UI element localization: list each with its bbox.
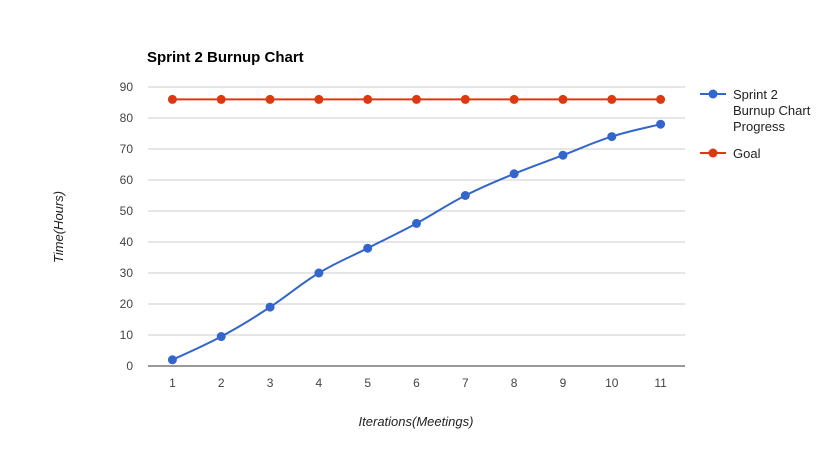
y-tick-label: 90 [120, 80, 134, 94]
series-progress [167, 119, 666, 365]
data-point [656, 119, 666, 129]
data-point [509, 94, 519, 104]
legend-item: Sprint 2 Burnup Chart Progress [700, 87, 811, 134]
legend-label-line: Burnup Chart [733, 103, 811, 118]
legend-item: Goal [700, 146, 761, 161]
data-point [314, 94, 324, 104]
data-point [607, 94, 617, 104]
data-point [363, 94, 373, 104]
x-tick-label: 4 [316, 376, 323, 390]
legend-label-line: Sprint 2 [733, 87, 778, 102]
x-tick-label: 7 [462, 376, 469, 390]
y-tick-label: 60 [120, 173, 134, 187]
y-tick-label: 20 [120, 297, 134, 311]
y-axis-ticks: 0 10 20 30 40 50 60 70 80 90 [120, 80, 134, 373]
legend-swatch-dot [708, 89, 718, 99]
series-goal [167, 94, 666, 104]
legend-label-line: Progress [733, 119, 786, 134]
data-point [412, 94, 421, 104]
gridlines [148, 86, 685, 367]
data-point [656, 94, 666, 104]
data-point [460, 94, 470, 104]
data-point [216, 94, 226, 104]
x-tick-label: 11 [654, 376, 667, 390]
data-point [363, 243, 373, 253]
x-axis-title: Iterations(Meetings) [359, 414, 474, 429]
y-tick-label: 70 [120, 142, 134, 156]
data-series [167, 94, 666, 365]
x-tick-label: 8 [511, 376, 518, 390]
chart-title: Sprint 2 Burnup Chart [147, 49, 304, 66]
y-axis-title: Time(Hours) [51, 191, 66, 263]
legend-label: Goal [733, 146, 761, 161]
data-point [265, 94, 275, 104]
x-tick-label: 9 [560, 376, 567, 390]
data-point [607, 132, 617, 142]
data-point [509, 169, 519, 179]
data-point [558, 150, 568, 160]
data-point [558, 94, 568, 104]
x-tick-label: 5 [364, 376, 371, 390]
x-axis-ticks: 1 2 3 4 5 6 7 8 9 10 11 [169, 376, 667, 390]
data-point [412, 218, 421, 228]
data-point [167, 355, 177, 365]
data-point [167, 94, 177, 104]
data-point [265, 302, 275, 312]
y-tick-label: 50 [120, 204, 134, 218]
y-tick-label: 80 [120, 111, 134, 125]
data-point [460, 191, 470, 200]
x-tick-label: 1 [169, 376, 176, 390]
x-tick-label: 10 [605, 376, 619, 390]
data-point [216, 332, 226, 342]
data-point [314, 268, 324, 278]
y-tick-label: 0 [126, 359, 133, 373]
x-tick-label: 3 [267, 376, 274, 390]
y-tick-label: 40 [120, 235, 134, 249]
legend-label-line: Goal [733, 146, 761, 161]
legend: Sprint 2 Burnup Chart Progress Goal [700, 87, 811, 161]
x-tick-label: 6 [413, 376, 420, 390]
x-tick-label: 2 [218, 376, 225, 390]
legend-label: Sprint 2 Burnup Chart Progress [733, 87, 811, 134]
legend-swatch-dot [708, 148, 718, 158]
y-tick-label: 10 [120, 328, 134, 342]
y-tick-label: 30 [120, 266, 134, 280]
